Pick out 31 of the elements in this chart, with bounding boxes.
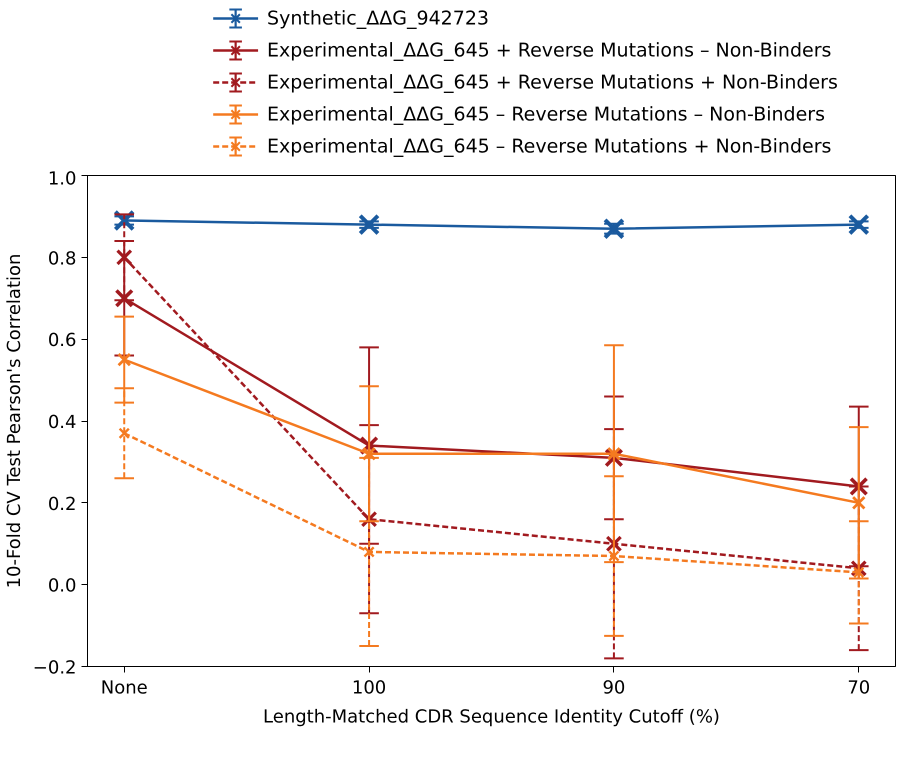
point [606, 446, 621, 461]
point [362, 446, 376, 461]
y-tick-label: 0.2 [48, 494, 77, 515]
y-tick-label: 0.0 [48, 576, 77, 597]
x-tick-label: 70 [847, 678, 870, 698]
y-tick-label: 1.0 [48, 168, 77, 190]
x-axis-title: Length-Matched CDR Sequence Identity Cutoff (%) [263, 706, 720, 728]
y-tick-label: −0.2 [32, 658, 77, 678]
x-tick-label: None [100, 678, 148, 698]
y-tick-label: 0.4 [48, 412, 77, 433]
x-tick-label: 100 [352, 678, 386, 698]
point [118, 427, 130, 440]
x-tick-label: 90 [602, 678, 626, 698]
y-tick-label: 0.8 [48, 248, 77, 270]
legend-label: Experimental_ΔΔG_645 + Reverse Mutations + Non-Binders [267, 72, 838, 94]
legend-label: Experimental_ΔΔG_645 – Reverse Mutations – Non-Binders [267, 104, 826, 126]
point [848, 214, 870, 236]
legend-label: Experimental_ΔΔG_645 – Reverse Mutations + Non-Binders [267, 136, 832, 158]
point [117, 352, 132, 367]
point [852, 566, 865, 578]
point [603, 218, 625, 240]
point [358, 214, 380, 236]
legend-label: Synthetic_ΔΔG_942723 [267, 8, 490, 30]
point [608, 550, 620, 562]
point [852, 496, 866, 510]
legend-label: Experimental_ΔΔG_645 + Reverse Mutations – Non-Binders [267, 40, 832, 62]
point [363, 546, 375, 558]
point [116, 249, 133, 266]
point [114, 288, 134, 308]
y-tick-label: 0.6 [48, 330, 77, 352]
y-axis-title: 10-Fold CV Test Pearson's Correlation [4, 254, 25, 588]
